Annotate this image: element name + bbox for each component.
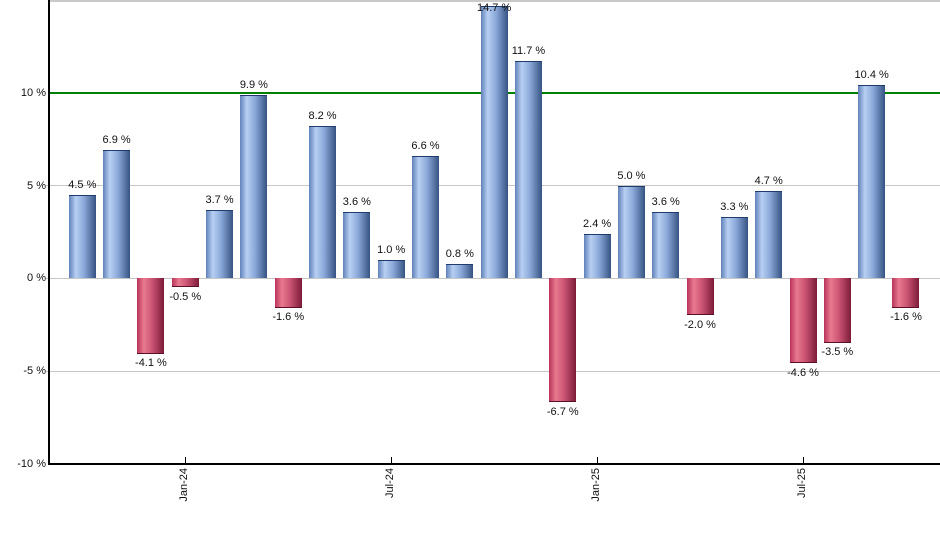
bar-22 (823, 278, 851, 343)
bar-18 (686, 278, 714, 315)
plot-top-border (50, 0, 940, 2)
bar-15 (583, 233, 611, 278)
bar-value-label-0: 4.5 % (68, 178, 97, 191)
bar-1 (103, 150, 131, 278)
gridline--5 (46, 370, 940, 372)
bar-9 (377, 259, 405, 278)
bar-11 (446, 263, 474, 278)
bar-20 (755, 191, 783, 278)
bar-7 (309, 126, 337, 278)
x-tick-label-1: Jul-24 (384, 468, 397, 498)
y-tick-label-3: -5 % (23, 365, 46, 378)
bar-16 (617, 185, 645, 278)
x-tick-2 (596, 457, 598, 463)
bar-3 (171, 278, 199, 288)
bar-value-label-10: 6.6 % (411, 139, 440, 152)
bar-5 (240, 94, 268, 278)
plot-area: 4.5 % 6.9 % -4.1 % -0.5 % 3.7 % 9.9 % -1.6 % 8.… (46, 0, 940, 464)
x-tick-3 (802, 457, 804, 463)
bar-13 (514, 61, 542, 278)
bar-12 (480, 5, 508, 278)
x-tick-label-3: Jul-25 (796, 468, 809, 498)
bar-value-label-1: 6.9 % (102, 134, 131, 147)
bar-value-label-3: -0.5 % (169, 290, 202, 303)
bar-8 (343, 211, 371, 278)
bar-4 (206, 209, 234, 278)
y-tick-label-2: 0 % (27, 272, 46, 285)
bar-23 (858, 85, 886, 278)
x-tick-label-0: Jan-24 (178, 468, 191, 502)
bar-value-label-9: 1.0 % (377, 243, 406, 256)
x-tick-0 (184, 457, 186, 463)
bar-0 (68, 194, 96, 278)
bar-10 (412, 155, 439, 278)
bar-17 (652, 211, 680, 278)
bar-value-label-12: 14.7 % (477, 2, 512, 14)
bar-14 (549, 278, 577, 403)
bar-value-label-18: -2.0 % (684, 318, 716, 331)
bar-value-label-21: -4.6 % (787, 366, 819, 379)
bar-value-label-24: -1.6 % (890, 311, 922, 324)
y-axis-line (48, 0, 50, 465)
gridline-0 (46, 277, 940, 279)
bar-19 (720, 217, 748, 278)
y-tick-label-4: -10 % (17, 458, 46, 470)
x-tick-label-2: Jan-25 (590, 468, 603, 502)
bar-value-label-13: 11.7 % (511, 45, 546, 58)
bar-value-label-15: 2.4 % (583, 217, 612, 230)
bar-value-label-7: 8.2 % (308, 110, 337, 123)
bar-value-label-4: 3.7 % (205, 193, 234, 206)
bar-value-label-8: 3.6 % (342, 195, 371, 208)
bar-value-label-16: 5.0 % (617, 169, 646, 182)
bar-value-label-22: -3.5 % (821, 346, 854, 359)
bar-2 (137, 278, 165, 354)
bar-value-label-11: 0.8 % (445, 247, 474, 260)
bar-value-label-20: 4.7 % (754, 175, 783, 188)
y-tick-label-0: 10 % (20, 86, 46, 99)
bar-value-label-17: 3.6 % (651, 195, 680, 208)
bar-value-label-6: -1.6 % (272, 311, 305, 324)
bar-24 (892, 278, 920, 308)
y-tick-label-1: 5 % (27, 179, 46, 192)
bar-value-label-23: 10.4 % (854, 69, 889, 82)
x-tick-1 (390, 457, 392, 463)
bar-6 (274, 278, 302, 308)
bar-21 (789, 278, 817, 364)
bar-value-label-19: 3.3 % (720, 201, 749, 214)
bar-value-label-5: 9.9 % (239, 78, 268, 91)
bar-value-label-14: -6.7 % (546, 405, 579, 418)
bar-value-label-2: -4.1 % (135, 357, 167, 370)
x-axis-line (48, 463, 940, 465)
